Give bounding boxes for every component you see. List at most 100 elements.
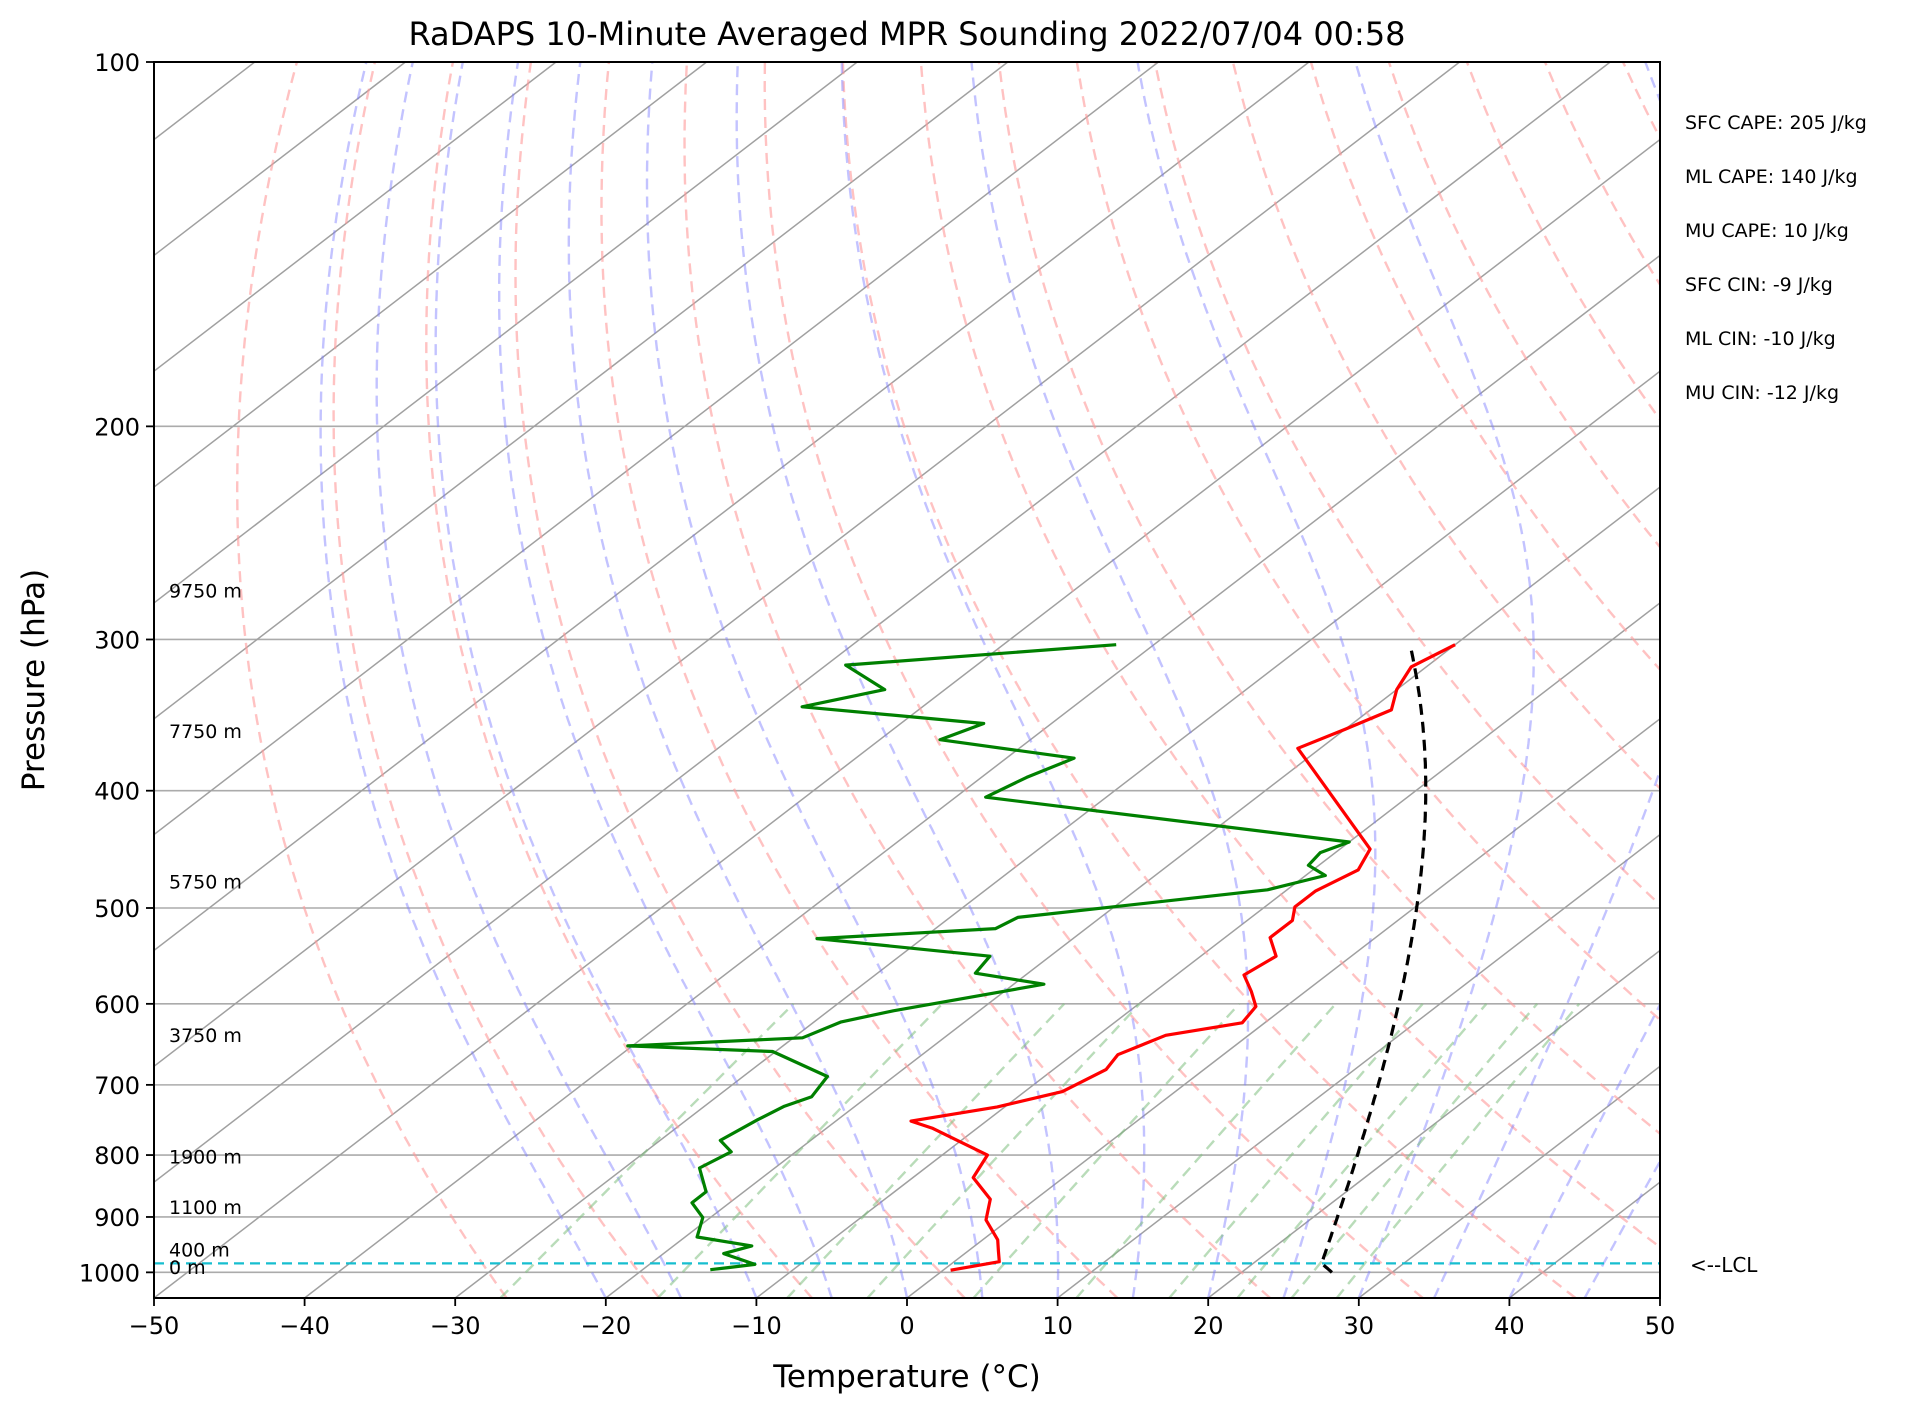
x-axis-ticks: −50 −40 −30 −20 −10 0 10 20 30 40 50 [129, 1298, 1676, 1340]
height-label: 5750 m [169, 872, 242, 894]
mixing-ratio-lines [499, 1002, 1581, 1298]
moist-adiabat-line [498, 62, 833, 1298]
dry-adiabat-line [1309, 62, 1660, 672]
stats-panel: SFC CAPE: 205 J/kg ML CAPE: 140 J/kg MU CA… [1685, 112, 1867, 404]
dry-adiabat-line [514, 62, 966, 1298]
moist-adiabat-line [1354, 62, 1535, 1298]
x-tick-label: 40 [1494, 1312, 1525, 1340]
y-tick-label: 900 [94, 1204, 140, 1232]
stat-text: ML CIN: -10 J/kg [1685, 328, 1836, 350]
x-tick-label: −40 [279, 1312, 330, 1340]
y-tick-label: 700 [94, 1072, 140, 1100]
dry-adiabat-line [425, 62, 813, 1298]
sounding-series [626, 643, 1456, 1274]
x-tick-label: −30 [430, 1312, 481, 1340]
mixing-ratio-line [656, 1002, 944, 1298]
x-tick-label: 20 [1193, 1312, 1224, 1340]
mixing-ratio-line [1075, 1003, 1337, 1298]
isotherm-line [154, 62, 1159, 836]
moist-adiabat-line [645, 62, 984, 1298]
stat-text: MU CIN: -12 J/kg [1685, 382, 1839, 404]
y-tick-label: 200 [94, 413, 140, 441]
moist-adiabats [319, 62, 1660, 1298]
height-label: 3750 m [169, 1025, 242, 1047]
dewpoint-profile-line [626, 643, 1351, 1272]
mixing-ratio-line [1335, 1003, 1581, 1298]
mixing-ratio-line [866, 1002, 1141, 1298]
isotherm-line [154, 62, 557, 373]
y-tick-label: 800 [94, 1142, 140, 1170]
isotherm-line [454, 370, 1660, 1298]
x-tick-label: −50 [129, 1312, 180, 1340]
height-label: 1100 m [169, 1197, 242, 1219]
dry-adiabat-line [683, 62, 1271, 1298]
isotherm-line [1358, 1065, 1660, 1298]
dry-adiabat-line [235, 62, 508, 1298]
x-tick-label: 10 [1042, 1312, 1073, 1340]
mixing-ratio-line [1290, 1003, 1539, 1298]
moist-adiabat-line [840, 62, 1146, 1298]
mixing-ratio-line [1168, 1003, 1424, 1298]
dry-adiabat-line [763, 62, 1424, 1298]
isotherm-line [1057, 833, 1660, 1298]
dry-adiabat-line [919, 62, 1660, 1249]
moist-adiabat-line [434, 62, 758, 1298]
isotherm-line [154, 138, 1660, 1298]
isotherm-line [154, 62, 1611, 1184]
height-label: 400 m [169, 1239, 230, 1261]
moist-adiabat-line [1508, 1001, 1660, 1298]
x-tick-label: −20 [580, 1312, 631, 1340]
isotherms [154, 62, 1660, 1298]
mixing-ratio-line [499, 1002, 795, 1298]
y-tick-label: 500 [94, 895, 140, 923]
moist-adiabat-line [970, 62, 1250, 1298]
isotherm-line [154, 62, 1009, 720]
isotherm-line [154, 62, 708, 489]
stat-text: SFC CIN: -9 J/kg [1685, 274, 1833, 296]
mixing-ratio-line [972, 1002, 1241, 1298]
dry-adiabats [235, 62, 1660, 1298]
y-axis-ticks: 100 200 300 400 500 600 700 800 900 1000 [79, 49, 154, 1287]
y-tick-label: 1000 [79, 1259, 140, 1287]
height-label: 0 m [169, 1257, 206, 1279]
isotherm-line [605, 486, 1660, 1298]
temperature-profile-line [909, 643, 1456, 1272]
isotherm-line [154, 62, 1461, 1068]
y-axis-label: Pressure (hPa) [16, 569, 52, 791]
x-tick-label: −10 [731, 1312, 782, 1340]
dry-adiabat-line [997, 62, 1660, 1136]
lcl-label: <--LCL [1690, 1253, 1758, 1277]
y-tick-label: 100 [94, 49, 140, 77]
y-tick-label: 600 [94, 991, 140, 1019]
moist-adiabat-line [319, 62, 607, 1298]
x-tick-label: 0 [899, 1312, 914, 1340]
height-label: 9750 m [169, 581, 242, 603]
plot-area [154, 62, 1660, 1298]
stat-text: SFC CAPE: 205 J/kg [1685, 112, 1867, 134]
height-label: 1900 m [169, 1147, 242, 1169]
stat-text: MU CAPE: 10 J/kg [1685, 220, 1849, 242]
height-labels: 9750 m 7750 m 5750 m 3750 m 1900 m 1100 m 400 … [169, 581, 242, 1279]
x-axis-label: Temperature (°C) [772, 1359, 1041, 1395]
dry-adiabat-line [841, 62, 1577, 1298]
moist-adiabat-line [567, 62, 909, 1298]
mixing-ratio-line [1236, 1003, 1488, 1298]
moist-adiabat-line [375, 62, 683, 1298]
moist-adiabat-line [1433, 62, 1660, 1298]
dry-adiabat-line [600, 62, 1119, 1298]
moist-adiabat-line [1583, 1159, 1660, 1298]
isotherm-line [906, 717, 1660, 1298]
height-label: 7750 m [169, 721, 242, 743]
x-tick-label: 50 [1645, 1312, 1676, 1340]
isotherm-line [1207, 949, 1660, 1298]
isotherm-line [304, 254, 1660, 1298]
isotherm-line [154, 62, 1310, 952]
y-tick-label: 400 [94, 778, 140, 806]
y-tick-label: 300 [94, 626, 140, 654]
dry-adiabat-line [1075, 62, 1660, 1022]
chart-title: RaDAPS 10-Minute Averaged MPR Sounding 2… [408, 15, 1405, 53]
x-tick-label: 30 [1344, 1312, 1375, 1340]
stat-text: ML CAPE: 140 J/kg [1685, 166, 1858, 188]
isotherm-line [154, 62, 858, 604]
